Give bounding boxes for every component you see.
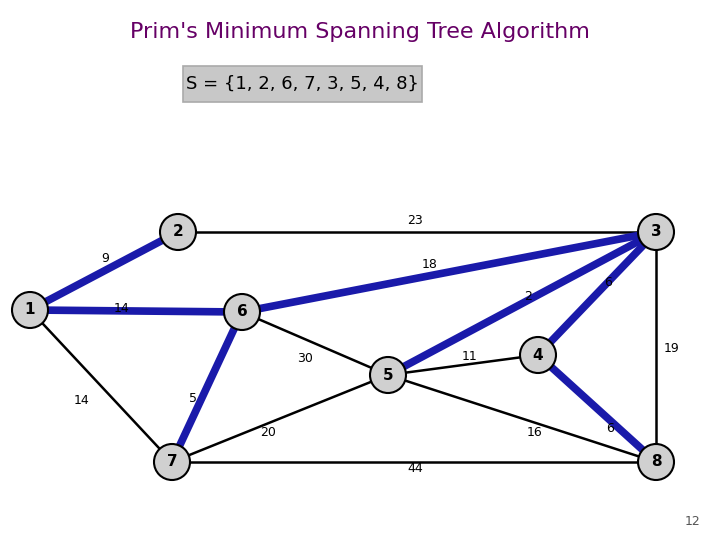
Text: 44: 44	[407, 462, 423, 475]
Text: 14: 14	[74, 394, 90, 407]
Text: 5: 5	[189, 392, 197, 404]
Circle shape	[520, 337, 556, 373]
Circle shape	[12, 292, 48, 328]
Text: 4: 4	[533, 348, 544, 362]
Text: 18: 18	[422, 259, 438, 272]
Circle shape	[638, 214, 674, 250]
Circle shape	[370, 357, 406, 393]
Circle shape	[224, 294, 260, 330]
Text: 3: 3	[651, 225, 661, 240]
Text: 20: 20	[260, 426, 276, 438]
Text: 23: 23	[407, 213, 423, 226]
Circle shape	[154, 444, 190, 480]
Text: 6: 6	[606, 422, 614, 435]
Text: 12: 12	[684, 515, 700, 528]
Text: 19: 19	[664, 341, 680, 354]
Text: 2: 2	[524, 289, 532, 302]
Text: 7: 7	[167, 455, 177, 469]
Circle shape	[160, 214, 196, 250]
Text: 8: 8	[651, 455, 661, 469]
Text: Prim's Minimum Spanning Tree Algorithm: Prim's Minimum Spanning Tree Algorithm	[130, 22, 590, 42]
Text: 5: 5	[383, 368, 393, 382]
Text: 1: 1	[24, 302, 35, 318]
Text: 11: 11	[462, 349, 478, 362]
FancyBboxPatch shape	[183, 66, 422, 102]
Text: 9: 9	[101, 252, 109, 265]
Text: 30: 30	[297, 352, 313, 365]
Text: 2: 2	[173, 225, 184, 240]
Text: 6: 6	[237, 305, 248, 320]
Text: 6: 6	[604, 275, 612, 288]
Text: 14: 14	[114, 301, 130, 314]
Text: 16: 16	[527, 426, 543, 438]
Circle shape	[638, 444, 674, 480]
Text: S = {1, 2, 6, 7, 3, 5, 4, 8}: S = {1, 2, 6, 7, 3, 5, 4, 8}	[186, 75, 419, 93]
